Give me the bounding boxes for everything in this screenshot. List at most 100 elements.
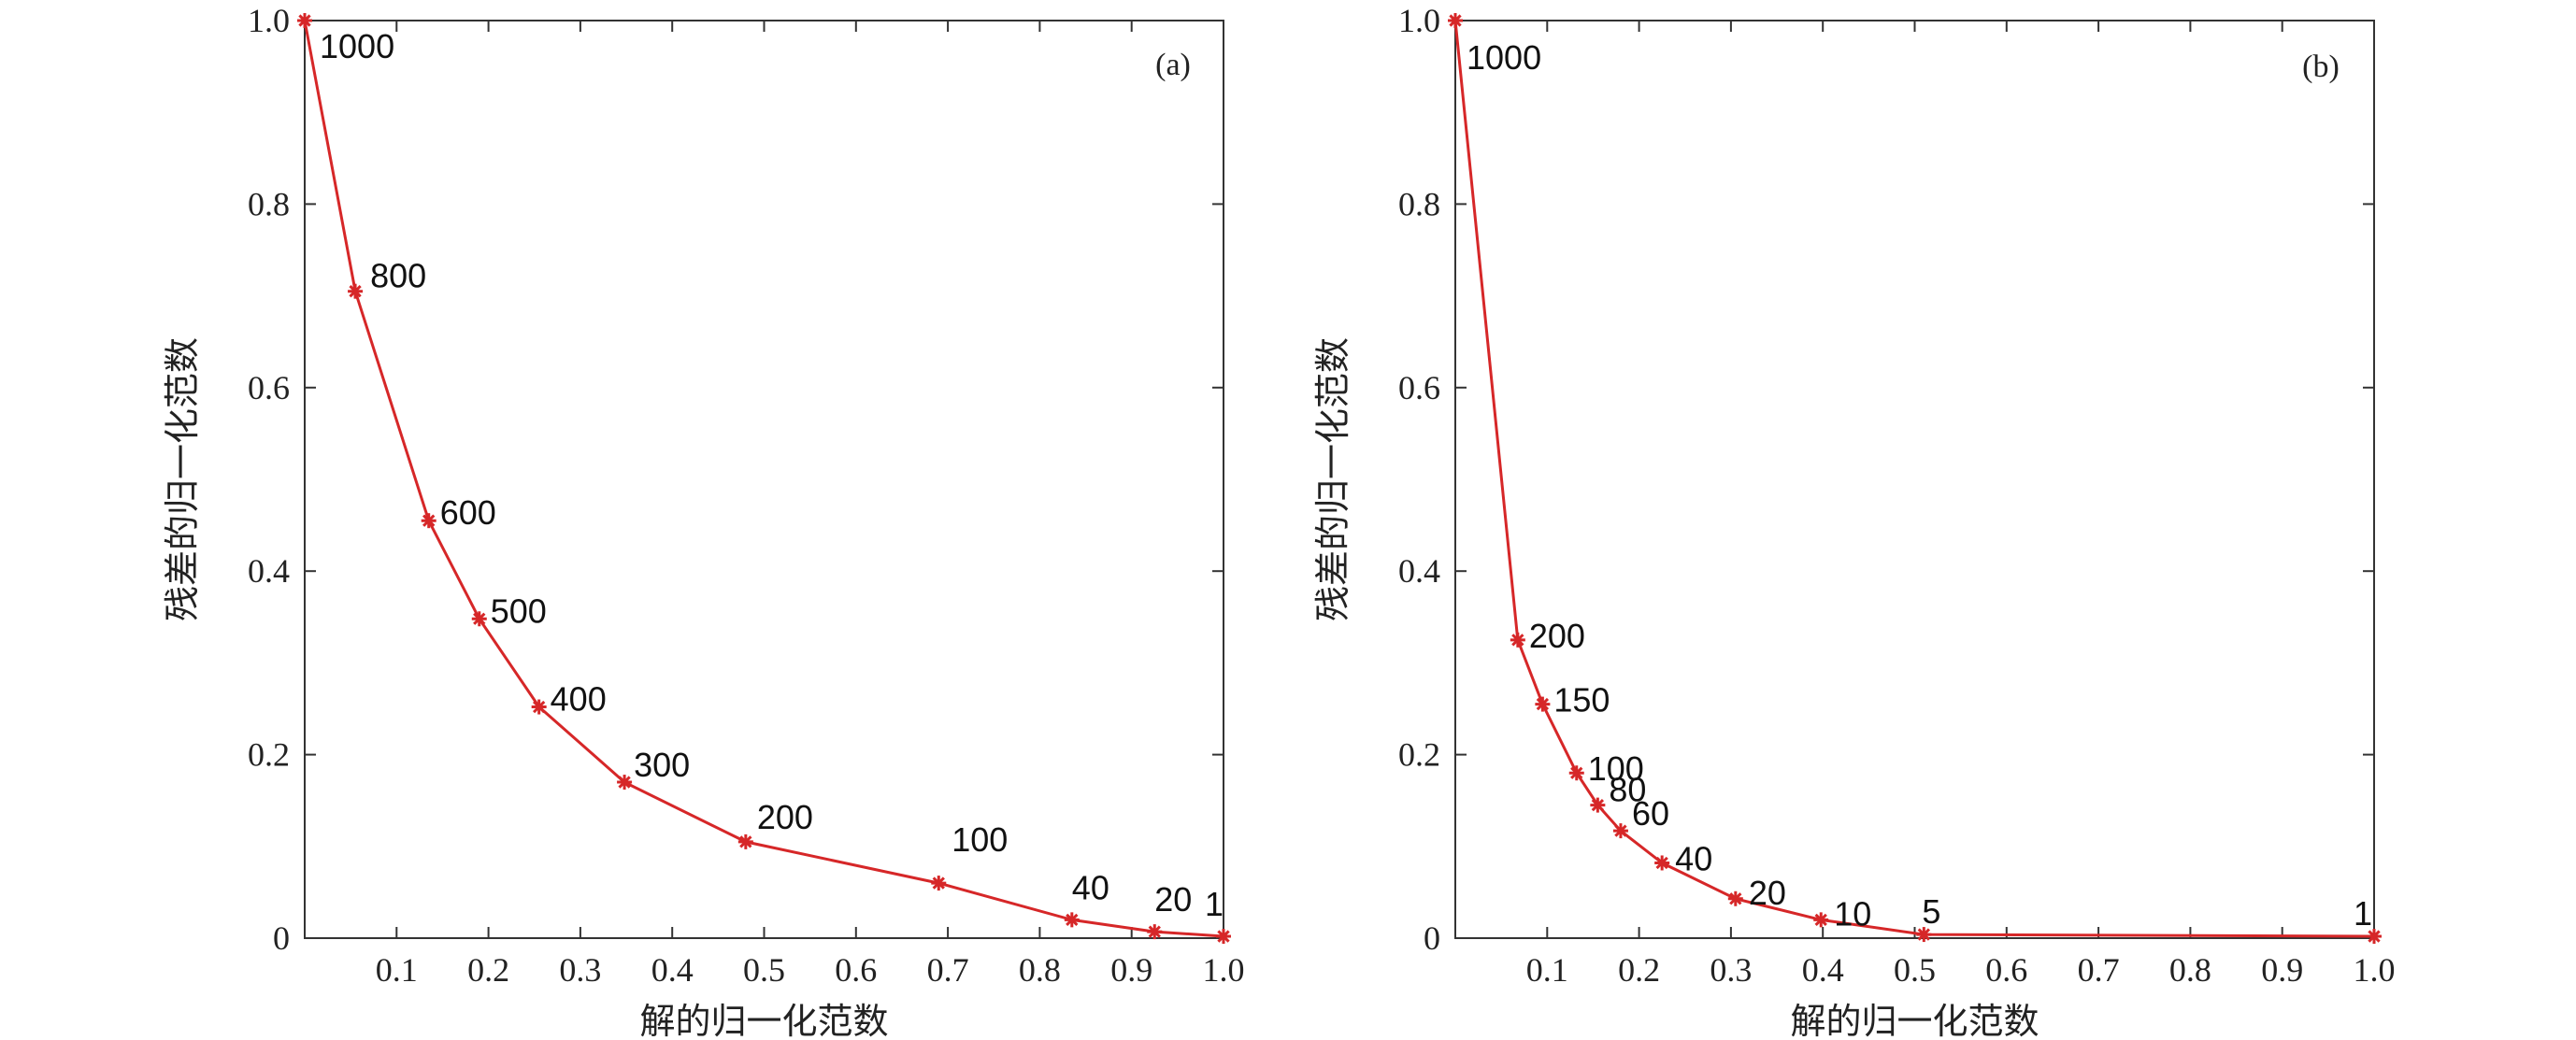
marker-stroke bbox=[422, 514, 436, 527]
x-tick-label: 1.0 bbox=[2354, 951, 2396, 989]
marker-stroke bbox=[1814, 913, 1827, 927]
data-label: 5 bbox=[1922, 892, 1940, 931]
data-point-marker bbox=[1590, 797, 1606, 813]
data-point-marker bbox=[1448, 13, 1463, 28]
marker-stroke bbox=[1449, 14, 1462, 27]
data-point-marker bbox=[1813, 912, 1829, 928]
marker-stroke bbox=[1570, 766, 1583, 779]
y-tick-label: 0.4 bbox=[248, 552, 290, 590]
x-tick-label: 1.0 bbox=[1203, 951, 1245, 989]
y-tick-label: 0.8 bbox=[1398, 185, 1440, 222]
data-label: 1000 bbox=[320, 27, 394, 65]
data-label: 10 bbox=[1834, 894, 1871, 933]
data-label: 300 bbox=[634, 746, 690, 784]
panel-tag: (b) bbox=[2302, 50, 2340, 84]
marker-stroke bbox=[1066, 913, 1079, 927]
data-label: 100 bbox=[952, 820, 1008, 859]
marker-stroke bbox=[2368, 930, 2381, 943]
data-point-marker bbox=[1612, 823, 1628, 839]
x-tick-label: 0.5 bbox=[1894, 951, 1936, 989]
x-tick-label: 0.6 bbox=[835, 951, 877, 989]
x-tick-label: 0.7 bbox=[2078, 951, 2120, 989]
data-point-marker bbox=[1916, 927, 1932, 943]
x-axis-title: 解的归一化范数 bbox=[639, 1001, 888, 1040]
x-tick-label: 0.4 bbox=[1802, 951, 1844, 989]
data-point-marker bbox=[421, 513, 436, 529]
data-label: 1 bbox=[2354, 894, 2372, 933]
marker-stroke bbox=[1536, 697, 1550, 711]
data-point-marker bbox=[1535, 696, 1551, 712]
chart-panel-a: 0.1 0.2 0.3 0.4 0.5 0.6 0.7 0.8 0.9 1.0 0 0.2 0.4 0.6… bbox=[162, 2, 1245, 1040]
data-point-marker bbox=[1654, 855, 1670, 871]
marker-stroke bbox=[1655, 856, 1668, 870]
x-tick-label: 0.4 bbox=[651, 951, 694, 989]
marker-stroke bbox=[932, 876, 945, 890]
data-point-marker bbox=[1568, 765, 1584, 781]
y-tick-label: 0 bbox=[1424, 919, 1440, 957]
y-tick-label: 1.0 bbox=[1398, 2, 1440, 39]
marker-stroke bbox=[618, 776, 631, 789]
data-label: 100 bbox=[1588, 749, 1644, 788]
data-label: 20 bbox=[1154, 880, 1192, 919]
x-tick-label: 0.2 bbox=[1618, 951, 1660, 989]
marker-stroke bbox=[1511, 634, 1524, 647]
data-label: 1000 bbox=[1467, 38, 1541, 77]
marker-stroke bbox=[1729, 892, 1742, 905]
y-tick-label: 0.2 bbox=[1398, 736, 1440, 774]
y-tick-label: 0 bbox=[273, 919, 290, 957]
marker-stroke bbox=[1148, 925, 1161, 938]
data-point-marker bbox=[297, 13, 312, 28]
x-tick-label: 0.3 bbox=[1710, 951, 1752, 989]
data-point-marker bbox=[531, 699, 547, 715]
y-axis-title: 残差的归一化范数 bbox=[162, 337, 203, 621]
x-tick-label: 0.8 bbox=[2169, 951, 2211, 989]
data-label: 200 bbox=[1529, 617, 1585, 655]
data-label: 500 bbox=[491, 591, 547, 630]
y-axis-title: 残差的归一化范数 bbox=[1312, 337, 1353, 621]
x-tick-label: 0.3 bbox=[559, 951, 601, 989]
data-label: 150 bbox=[1553, 681, 1610, 719]
data-label: 20 bbox=[1749, 874, 1786, 912]
marker-stroke bbox=[1917, 928, 1930, 941]
y-tick-label: 0.2 bbox=[248, 736, 290, 774]
x-tick-label: 0.2 bbox=[467, 951, 509, 989]
data-point-marker bbox=[737, 833, 753, 849]
data-label: 400 bbox=[551, 680, 607, 719]
data-label: 200 bbox=[757, 798, 813, 836]
y-tick-label: 0.4 bbox=[1398, 552, 1440, 590]
marker-stroke bbox=[298, 14, 311, 27]
marker-stroke bbox=[1591, 798, 1605, 812]
data-label: 1 bbox=[1205, 885, 1224, 923]
marker-stroke bbox=[1614, 824, 1627, 837]
marker-stroke bbox=[349, 285, 362, 298]
data-label: 40 bbox=[1675, 839, 1712, 877]
marker-stroke bbox=[473, 612, 486, 625]
x-tick-label: 0.9 bbox=[2261, 951, 2303, 989]
data-point-marker bbox=[617, 775, 633, 791]
data-point-marker bbox=[1064, 912, 1080, 928]
data-point-marker bbox=[471, 611, 487, 627]
x-tick-label: 0.8 bbox=[1019, 951, 1061, 989]
data-point-marker bbox=[348, 283, 364, 299]
data-label: 80 bbox=[1609, 771, 1646, 809]
panel-tag: (a) bbox=[1155, 48, 1191, 82]
data-label: 600 bbox=[440, 493, 496, 532]
data-label: 800 bbox=[370, 257, 426, 295]
marker-stroke bbox=[1217, 930, 1230, 943]
y-tick-label: 0.6 bbox=[248, 369, 290, 406]
data-label: 40 bbox=[1072, 868, 1109, 906]
x-tick-label: 0.5 bbox=[743, 951, 785, 989]
x-tick-label: 0.1 bbox=[1526, 951, 1568, 989]
data-point-marker bbox=[1510, 632, 1525, 648]
series-line bbox=[1453, 20, 2375, 938]
x-tick-label: 0.1 bbox=[376, 951, 418, 989]
marker-stroke bbox=[533, 700, 546, 714]
data-point-marker bbox=[1216, 929, 1231, 945]
x-axis-title: 解的归一化范数 bbox=[1790, 1001, 2039, 1040]
y-tick-label: 0.8 bbox=[248, 185, 290, 222]
x-tick-label: 0.9 bbox=[1110, 951, 1152, 989]
data-point-marker bbox=[1147, 924, 1163, 940]
data-point-marker bbox=[931, 876, 947, 891]
x-tick-label: 0.6 bbox=[1985, 951, 2027, 989]
